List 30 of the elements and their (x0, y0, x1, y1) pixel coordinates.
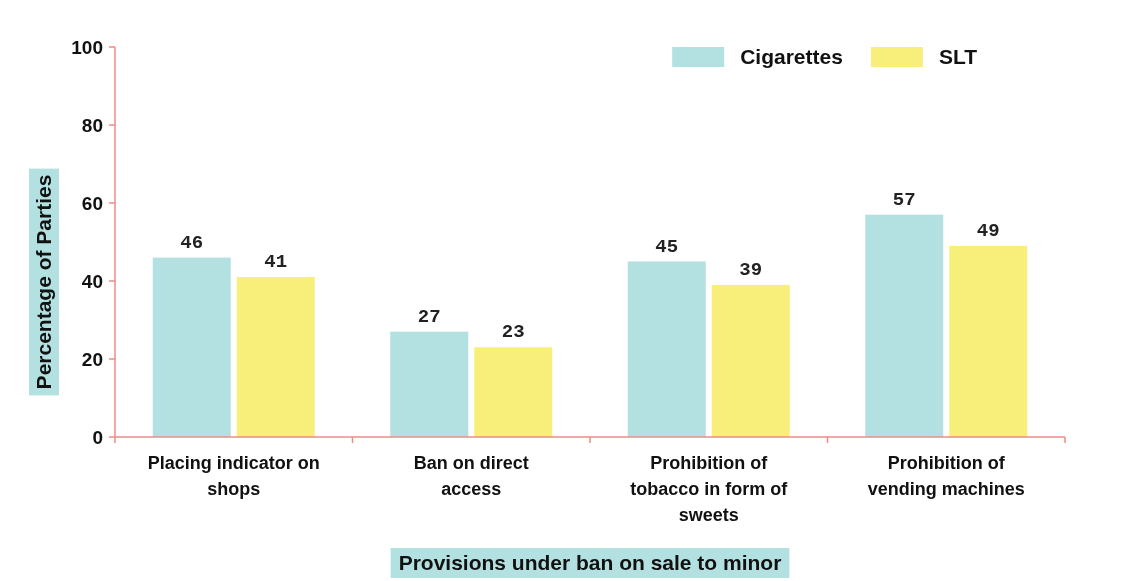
legend-label: Cigarettes (740, 45, 843, 68)
legend-label: SLT (938, 45, 978, 68)
x-axis-title: Provisions under ban on sale to minor (398, 551, 782, 574)
y-tick-label: 0 (92, 426, 103, 448)
x-tick-label: Ban on direct access (413, 453, 529, 499)
data-label: 23 (501, 321, 525, 344)
data-label: 39 (739, 258, 763, 281)
y-tick-label: 20 (81, 348, 103, 370)
bar (474, 347, 553, 437)
bar (236, 277, 315, 437)
x-tick-label: Prohibition of vending machines (867, 453, 1025, 499)
y-tick-label: 80 (81, 114, 103, 136)
bar (865, 214, 944, 437)
bar (152, 257, 231, 437)
data-label: 46 (180, 231, 204, 254)
y-tick-label: 40 (81, 270, 103, 292)
bar (949, 245, 1028, 437)
bar (390, 331, 469, 437)
y-axis-title: Percentage of Parties (32, 174, 55, 390)
x-tick-label: Placing indicator on shops (147, 453, 320, 499)
data-label: 27 (417, 305, 441, 328)
data-label: 45 (655, 235, 679, 258)
y-tick-label: 60 (81, 192, 103, 214)
data-label: 57 (892, 188, 916, 211)
data-label: 41 (264, 251, 288, 274)
bar (627, 261, 706, 437)
data-label: 49 (976, 219, 1000, 242)
y-tick-label: 100 (71, 36, 103, 58)
bar (711, 284, 790, 437)
x-tick-label: Prohibition of tobacco in form of sweets (630, 453, 789, 525)
